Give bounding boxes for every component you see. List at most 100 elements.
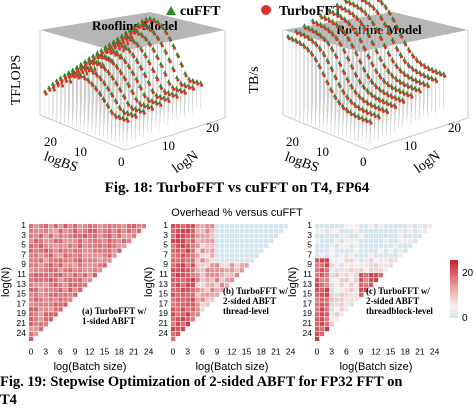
heatmap-cell [44, 273, 48, 277]
turbofft-point [368, 35, 371, 38]
heatmap-cell [171, 239, 175, 243]
heatmap-cell [359, 234, 363, 238]
cufft-point [434, 68, 438, 72]
heatmap-xtick-label: 0 [315, 347, 320, 357]
heatmap-cell [29, 298, 33, 302]
heatmap-xtick-label: 15 [386, 347, 396, 357]
heatmap-cell [29, 288, 33, 292]
heatmap-cell [359, 253, 363, 257]
heatmap-cell [186, 244, 190, 248]
heatmap-cell [418, 234, 422, 238]
turbofft-point [371, 64, 374, 67]
turbofft-point [328, 11, 331, 14]
heatmap-cell [320, 298, 324, 302]
heatmap-cell [374, 278, 378, 282]
heatmap-cell [403, 229, 407, 233]
heatmap-cell [398, 253, 402, 257]
heatmap-cell [196, 268, 200, 272]
heatmap-cell [349, 302, 353, 306]
heatmap-cell [63, 239, 67, 243]
heatmap-cell [29, 253, 33, 257]
heatmap-cell [39, 317, 43, 321]
heatmap-cell [54, 234, 58, 238]
heatmap-cell [186, 278, 190, 282]
cufft-point [318, 22, 322, 26]
heatmap-cell [349, 288, 353, 292]
heatmap-ytick-label: 21 [303, 318, 313, 328]
turbofft-point [382, 101, 385, 104]
turbofft-point [379, 76, 382, 79]
heatmap-cell [58, 229, 62, 233]
heatmap-cell [359, 288, 363, 292]
heatmap-ytick-label: 9 [307, 259, 312, 269]
heatmap-cell [210, 229, 214, 233]
turbofft-point [347, 80, 350, 83]
turbofft-point [344, 20, 347, 23]
heatmap-cell [186, 273, 190, 277]
heatmap-cell [58, 253, 62, 257]
heatmap-cell [215, 268, 219, 272]
heatmap-cell [196, 312, 200, 316]
heatmap-cell [107, 229, 111, 233]
heatmap-cell [240, 258, 244, 262]
turbofft-point [347, 58, 350, 61]
panel-c-label-line-3: threadblock-level [366, 306, 433, 316]
heatmap-cell [54, 288, 58, 292]
heatmap-cell [117, 229, 121, 233]
heatmap-cell [63, 268, 67, 272]
heatmap-cell [58, 234, 62, 238]
turbofft-point [396, 27, 399, 30]
heatmap-cell [364, 224, 368, 228]
heatmap-cell [103, 229, 107, 233]
heatmap-cell [249, 224, 253, 228]
heatmap-ytick-label: 11 [159, 269, 168, 279]
heatmap-cell [93, 234, 97, 238]
heatmap-cell [196, 244, 200, 248]
heatmap-xtick-label: 9 [359, 347, 364, 357]
heatmap-cell [330, 288, 334, 292]
turbofft-point [156, 78, 159, 81]
heatmap-cell [181, 258, 185, 262]
heatmap-cell [83, 263, 87, 267]
heatmap-cell [83, 239, 87, 243]
turbofft-point [343, 72, 346, 75]
turbofft-point [396, 48, 399, 51]
heatmap-cell [34, 332, 38, 336]
heatmap-cell [39, 224, 43, 228]
heatmap-cell [344, 244, 348, 248]
heatmap-cell [320, 302, 324, 306]
heatmap-cell [254, 253, 258, 257]
heatmap-cell [364, 234, 368, 238]
heatmap-cell [54, 258, 58, 262]
turbofft-point [177, 55, 180, 58]
heatmap-cell [49, 234, 53, 238]
turbofft-point [340, 28, 343, 31]
turbofft-point [332, 34, 335, 37]
turbofft-point [125, 38, 128, 41]
heatmap-cell [398, 224, 402, 228]
heatmap-cell [230, 224, 234, 228]
heatmap-cell [235, 239, 239, 243]
heatmap-cell [225, 234, 229, 238]
heatmap-cell [176, 229, 180, 233]
heatmap-cell [73, 268, 77, 272]
turbofft-point [408, 50, 411, 53]
heatmap-cell [349, 229, 353, 233]
heatmap-cell [196, 249, 200, 253]
heatmap-cell [354, 268, 358, 272]
heatmap-cell [191, 273, 195, 277]
panel-c-label-line-2: 2-sided ABFT [366, 296, 419, 306]
turbofft-point [129, 32, 132, 35]
heatmap-ytick-label: 3 [307, 230, 312, 240]
heatmap-cell [320, 244, 324, 248]
heatmap-cell [73, 244, 77, 248]
heatmap-cell [389, 229, 393, 233]
heatmap-cell [330, 278, 334, 282]
heatmap-cell [186, 268, 190, 272]
cufft-point [411, 52, 415, 56]
heatmap-cell [191, 278, 195, 282]
heatmap-cell [73, 224, 77, 228]
heatmap-cell [349, 298, 353, 302]
